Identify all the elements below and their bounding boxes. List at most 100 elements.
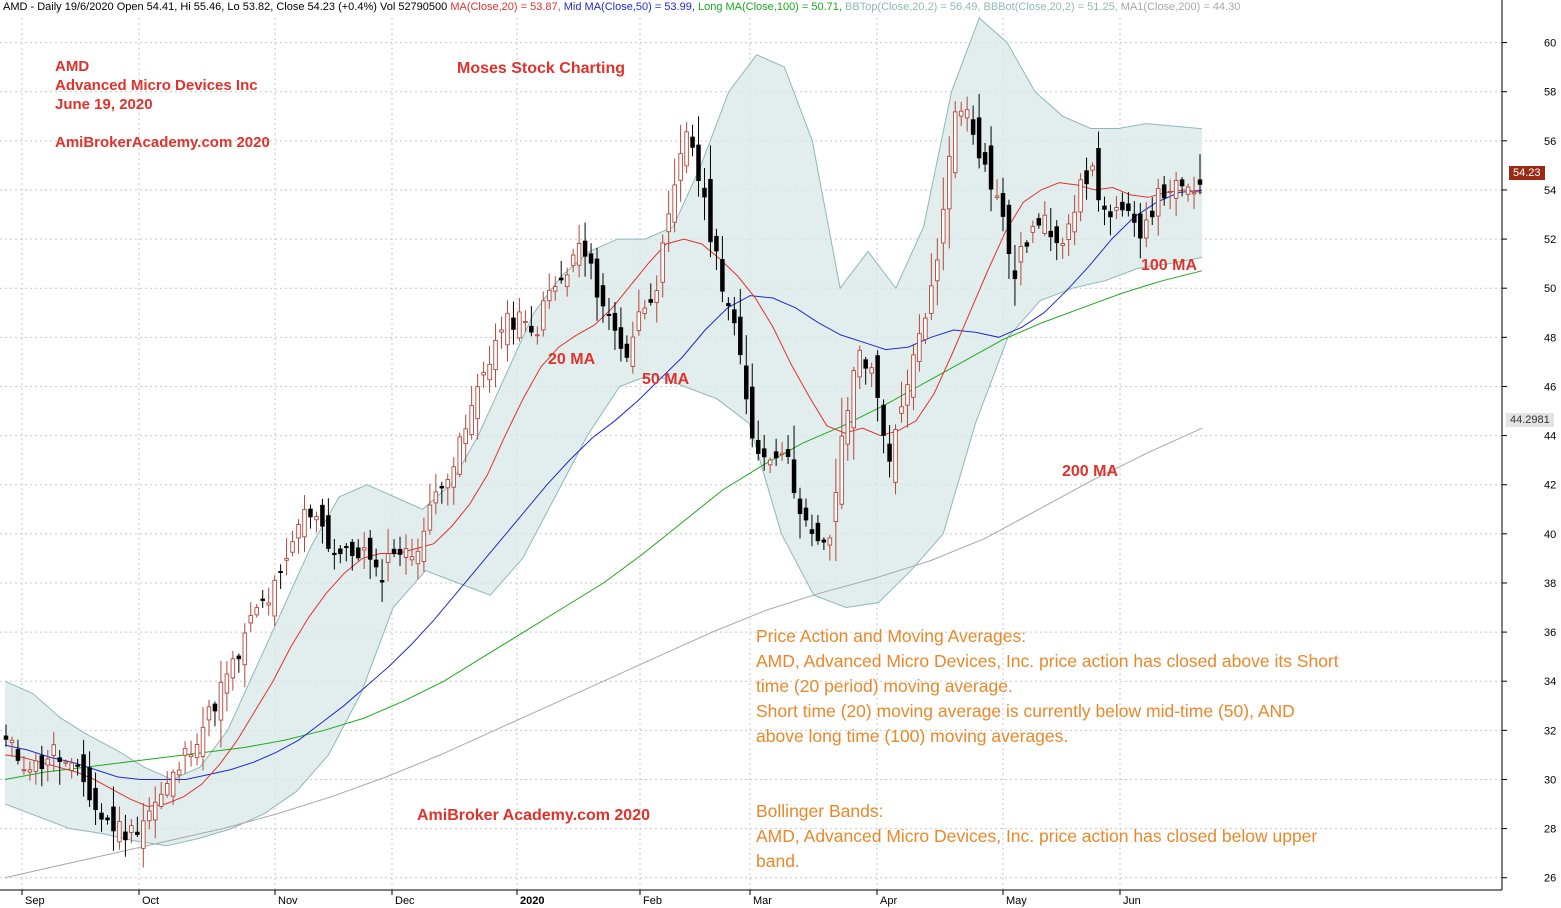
- candle-88: [529, 306, 534, 337]
- candle-131: [785, 435, 791, 464]
- candle-28: [170, 769, 176, 805]
- bb-line-1: AMD, Advanced Micro Devices, Inc. price …: [756, 826, 1318, 846]
- candle-47: [284, 538, 289, 576]
- ma100-label: 100 MA: [1141, 257, 1198, 274]
- x-tick-label-9: Jun: [1123, 895, 1141, 907]
- brand-label: Moses Stock Charting: [457, 60, 626, 77]
- candle-186: [1114, 195, 1119, 219]
- y-tick-label-15: 56: [1544, 136, 1556, 148]
- x-tick-label-5: Feb: [643, 895, 662, 907]
- pa-line-3: Short time (20) moving average is curren…: [756, 701, 1295, 721]
- candle-70: [421, 517, 427, 572]
- y-tick-label-14: 54: [1544, 185, 1556, 197]
- candle-192: [1149, 197, 1155, 226]
- x-tick-label-0: Sep: [25, 895, 45, 907]
- ticker-label: AMD: [55, 58, 90, 75]
- candle-142: [851, 366, 856, 460]
- bollinger-commentary: Bollinger Bands: AMD, Advanced Micro Dev…: [756, 799, 1317, 874]
- y-tick-label-11: 48: [1544, 332, 1556, 344]
- candle-144: [863, 356, 868, 385]
- y-tick-label-7: 40: [1544, 529, 1556, 541]
- candle-48: [290, 530, 295, 557]
- header-indicator-0: MA(Close,20) = 53.87,: [450, 1, 561, 13]
- candle-11: [69, 757, 74, 779]
- candle-0: [3, 724, 9, 747]
- candle-178: [1066, 214, 1071, 256]
- candles: [3, 93, 1203, 868]
- candle-112: [672, 158, 677, 233]
- candle-77: [463, 414, 468, 463]
- candle-86: [517, 298, 522, 342]
- y-tick-label-5: 36: [1544, 627, 1556, 639]
- x-tick-label-8: May: [1006, 895, 1027, 907]
- candle-3: [21, 756, 27, 775]
- candle-71: [427, 483, 433, 535]
- header-indicators: MA(Close,20) = 53.87, Mid MA(Close,50) =…: [450, 1, 1240, 13]
- candle-187: [1120, 192, 1125, 217]
- candle-169: [1012, 244, 1018, 306]
- candle-13: [81, 739, 86, 797]
- candle-18: [111, 786, 116, 851]
- candle-64: [385, 528, 391, 582]
- candle-44: [266, 587, 271, 616]
- header-indicator-2: Long MA(Close,100) = 50.71,: [694, 1, 842, 13]
- candle-111: [666, 190, 671, 253]
- y-tick-label-17: 60: [1544, 38, 1556, 50]
- candle-36: [218, 660, 224, 748]
- bb-top-line: [4, 17, 1203, 781]
- candle-17: [105, 815, 110, 825]
- y-tick-label-3: 32: [1544, 725, 1556, 737]
- candle-89: [535, 326, 540, 345]
- candle-150: [899, 381, 904, 423]
- candle-156: [935, 238, 940, 306]
- y-tick-label-9: 44: [1544, 431, 1556, 443]
- candle-51: [308, 504, 313, 529]
- candle-115: [690, 124, 695, 157]
- candle-147: [881, 399, 886, 454]
- candle-151: [905, 369, 910, 428]
- candle-54: [326, 498, 331, 553]
- candle-39: [236, 653, 242, 673]
- candle-173: [1036, 213, 1042, 229]
- candle-67: [403, 534, 409, 575]
- candle-117: [702, 167, 707, 221]
- candle-188: [1126, 192, 1131, 217]
- candle-14: [87, 751, 92, 807]
- candle-162: [970, 105, 976, 145]
- x-tick-label-6: Mar: [753, 895, 772, 907]
- candle-78: [469, 385, 474, 440]
- candle-37: [224, 661, 230, 712]
- candle-161: [964, 96, 970, 132]
- candle-7: [45, 749, 51, 782]
- candle-184: [1102, 196, 1107, 226]
- bb-line-2: band.: [756, 851, 800, 871]
- candle-69: [415, 538, 421, 580]
- candle-148: [887, 425, 892, 478]
- candle-81: [487, 345, 492, 393]
- candle-72: [433, 473, 439, 515]
- pa-line-2: time (20 period) moving average.: [756, 676, 1013, 696]
- y-tick-label-13: 52: [1544, 234, 1556, 246]
- candle-194: [1161, 176, 1167, 206]
- candle-120: [720, 236, 725, 303]
- candle-42: [254, 604, 259, 618]
- date-label: June 19, 2020: [55, 96, 153, 113]
- candle-32: [194, 733, 200, 766]
- candle-154: [923, 312, 928, 344]
- candle-132: [791, 425, 797, 499]
- y-tick-label-12: 50: [1544, 283, 1556, 295]
- candle-141: [845, 397, 851, 461]
- candle-143: [857, 345, 862, 390]
- candle-177: [1060, 237, 1065, 259]
- candle-63: [379, 559, 385, 602]
- candle-137: [821, 537, 827, 551]
- candle-175: [1048, 207, 1053, 251]
- last-price-tag: 54.23: [1509, 166, 1545, 180]
- candle-25: [152, 786, 158, 839]
- candle-123: [738, 288, 743, 365]
- candle-82: [493, 323, 498, 388]
- candle-41: [248, 602, 254, 633]
- candle-100: [600, 273, 606, 323]
- candle-104: [624, 335, 630, 363]
- candle-185: [1108, 204, 1113, 236]
